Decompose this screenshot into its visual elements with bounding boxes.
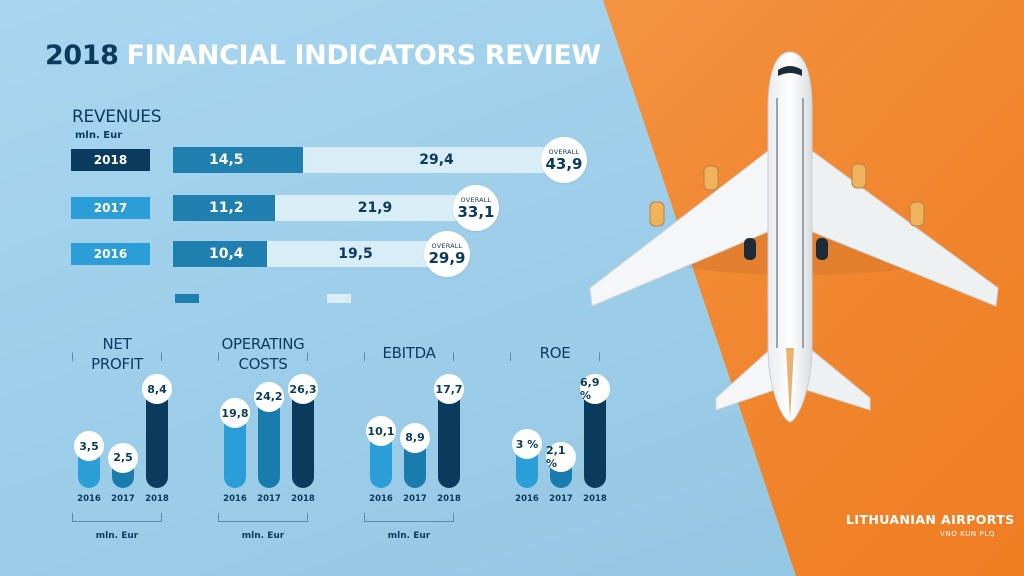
value-label-2018: 6,9 % xyxy=(580,374,610,404)
bracket-top xyxy=(510,352,600,361)
bar-2018 xyxy=(438,390,460,488)
chart-title-1: NET PROFIT xyxy=(62,334,172,374)
year-label-2017: 2017 xyxy=(257,494,281,504)
bar-2016 xyxy=(370,432,392,488)
value-label-2018: 26,3 xyxy=(288,374,318,404)
revenue-bar-2018-light: 29,4 xyxy=(303,147,570,173)
value-label-2017: 2,1 % xyxy=(546,442,576,473)
chart-title-2: OPERATING COSTS xyxy=(208,334,318,374)
revenue-bar-2016-dark: 10,4 xyxy=(173,241,267,267)
year-label-2018: 2018 xyxy=(291,494,315,504)
unit-label: mln. Eur xyxy=(387,531,431,541)
overall-label: OVERALL xyxy=(431,242,463,250)
overall-label: OVERALL xyxy=(460,196,492,204)
year-label-2017: 2017 xyxy=(549,494,573,504)
bar-2018 xyxy=(584,390,606,488)
year-label-2016: 2016 xyxy=(369,494,393,504)
revenue-bar-2017-light: 21,9 xyxy=(275,195,475,221)
overall-bubble-2018: OVERALL 43,9 xyxy=(541,137,587,183)
overall-bubble-2016: OVERALL 29,9 xyxy=(424,231,470,277)
bracket-top xyxy=(364,352,454,361)
lithuanian-airports-logo: LITHUANIAN AIRPORTS xyxy=(846,512,1015,527)
chart-title-line: COSTS xyxy=(238,355,288,373)
airplane-image xyxy=(589,51,999,423)
year-label-2016: 2016 xyxy=(223,494,247,504)
revenue-bar-2016-light: 19,5 xyxy=(267,241,444,267)
unit-label: mln. Eur xyxy=(95,531,139,541)
bar-2017 xyxy=(258,397,280,488)
legend-swatch-light xyxy=(327,294,351,303)
overall-value: 33,1 xyxy=(457,203,495,221)
revenue-bar-2017-dark: 11,2 xyxy=(173,195,275,221)
overall-value: 29,9 xyxy=(428,249,466,267)
overall-label: OVERALL xyxy=(548,148,580,156)
value-label-2018: 8,4 xyxy=(142,374,172,404)
value-label-2017: 24,2 xyxy=(254,381,284,412)
year-tag-2017: 2017 xyxy=(71,197,150,219)
year-label-2018: 2018 xyxy=(583,494,607,504)
bracket-top xyxy=(72,352,162,361)
chart-title-line: EBITDA xyxy=(382,344,436,362)
value-label-2016: 3 % xyxy=(512,429,542,460)
legend-swatch-dark xyxy=(175,294,199,303)
value-label-2016: 3,5 xyxy=(74,431,104,462)
bar-2016 xyxy=(224,414,246,488)
chart-title-3: EBITDA xyxy=(354,343,464,363)
bracket-top xyxy=(218,352,308,361)
bracket-bottom xyxy=(364,513,454,522)
year-label-2016: 2016 xyxy=(77,494,101,504)
page-title: 2018 FINANCIAL INDICATORS REVIEW xyxy=(45,40,601,71)
title-year: 2018 xyxy=(45,40,119,71)
chart-title-line: OPERATING xyxy=(221,335,305,353)
year-label-2018: 2018 xyxy=(437,494,461,504)
chart-title-line: NET xyxy=(102,335,132,353)
bracket-bottom xyxy=(72,513,162,522)
value-label-2016: 10,1 xyxy=(366,416,396,447)
chart-title-4: ROE xyxy=(500,343,610,363)
logo-subtitle: VNO KUN PLQ xyxy=(940,530,995,538)
value-label-2016: 19,8 xyxy=(220,398,250,429)
year-tag-2018: 2018 xyxy=(71,149,150,171)
year-label-2016: 2016 xyxy=(515,494,539,504)
revenues-unit: mln. Eur xyxy=(75,130,123,141)
value-label-2017: 8,9 xyxy=(400,422,430,453)
bar-2018 xyxy=(146,390,168,488)
year-tag-2016: 2016 xyxy=(71,243,150,265)
title-text: FINANCIAL INDICATORS REVIEW xyxy=(126,40,602,71)
value-label-2017: 2,5 xyxy=(108,442,138,473)
year-label-2017: 2017 xyxy=(111,494,135,504)
overall-value: 43,9 xyxy=(545,155,583,173)
chart-title-line: ROE xyxy=(539,344,571,362)
unit-label: mln. Eur xyxy=(241,531,285,541)
bracket-bottom xyxy=(218,513,308,522)
year-label-2018: 2018 xyxy=(145,494,169,504)
bar-2018 xyxy=(292,390,314,488)
revenue-bar-2018-dark: 14,5 xyxy=(173,147,303,173)
year-label-2017: 2017 xyxy=(403,494,427,504)
overall-bubble-2017: OVERALL 33,1 xyxy=(453,185,499,231)
revenues-title: REVENUES xyxy=(72,107,162,127)
chart-title-line: PROFIT xyxy=(91,355,143,373)
value-label-2018: 17,7 xyxy=(434,374,464,404)
